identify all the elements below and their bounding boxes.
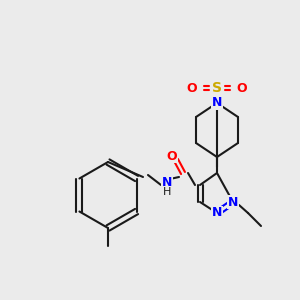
Text: O: O	[237, 82, 247, 94]
Text: H: H	[163, 187, 171, 197]
Text: N: N	[228, 196, 238, 208]
Text: O: O	[167, 149, 177, 163]
Text: S: S	[212, 81, 222, 95]
Text: N: N	[212, 206, 222, 220]
Text: O: O	[187, 82, 197, 94]
Text: N: N	[212, 97, 222, 110]
Text: N: N	[162, 176, 172, 190]
